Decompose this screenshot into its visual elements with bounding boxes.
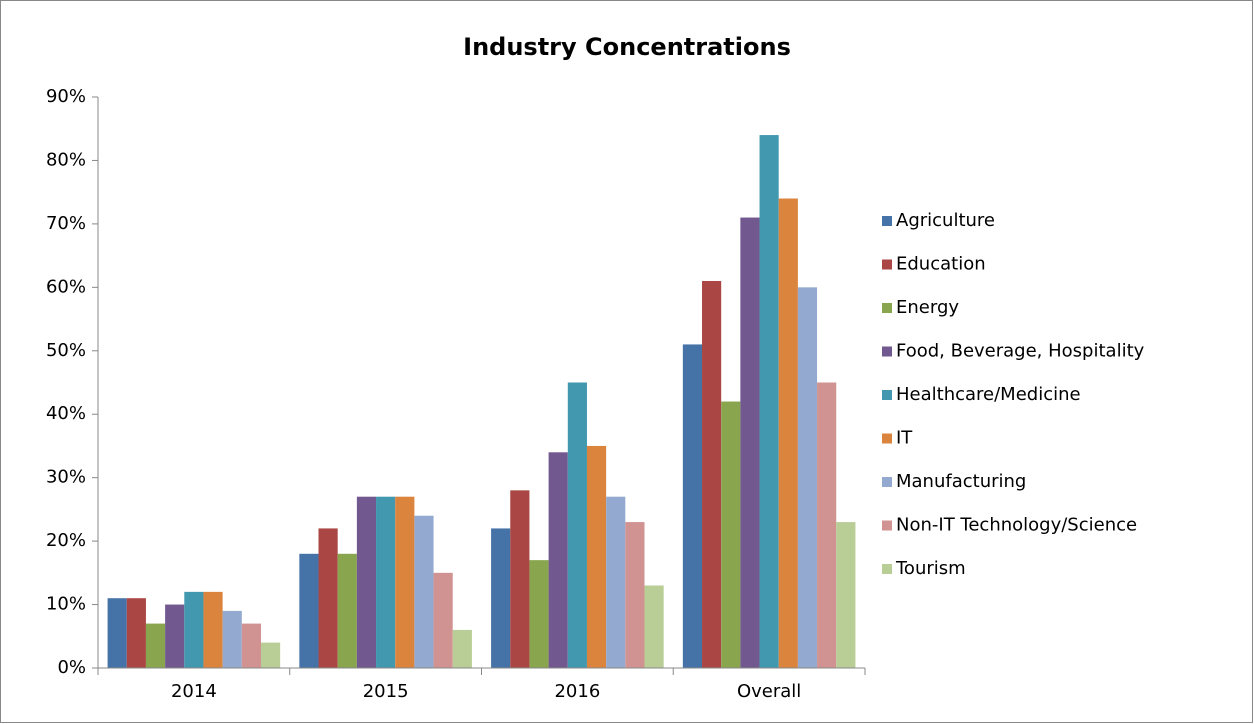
bar: [778, 198, 798, 668]
bar: [548, 452, 568, 668]
legend-swatch: [882, 346, 892, 357]
y-tick-label: 90%: [46, 86, 86, 107]
legend-label: Manufacturing: [896, 471, 1026, 492]
bar: [644, 585, 664, 668]
legend-swatch: [882, 433, 892, 444]
legend-swatch: [882, 520, 892, 531]
bar: [682, 344, 703, 668]
x-tick-label: 2015: [363, 681, 409, 702]
legend-swatch: [882, 216, 892, 226]
bar: [433, 572, 453, 668]
bar: [376, 496, 396, 668]
y-tick-label: 50%: [46, 340, 86, 361]
y-tick-label: 0%: [57, 657, 86, 678]
legend-label: Tourism: [895, 558, 966, 579]
legend-swatch: [882, 477, 892, 487]
bar: [586, 445, 607, 668]
bar: [145, 623, 166, 668]
legend-swatch: [882, 303, 892, 313]
bar: [510, 490, 530, 668]
bar: [817, 382, 837, 668]
bar: [126, 598, 146, 668]
legend-label: Healthcare/Medicine: [896, 384, 1081, 405]
bar: [625, 522, 645, 668]
y-tick-label: 70%: [46, 213, 86, 234]
bar: [452, 629, 472, 668]
bar: [797, 287, 818, 668]
bar: [318, 528, 338, 668]
x-tick-label: 2014: [171, 681, 217, 702]
y-tick-label: 40%: [46, 403, 86, 424]
y-tick-label: 10%: [46, 594, 86, 615]
x-tick-label: Overall: [737, 681, 801, 702]
x-tick-label: 2016: [554, 681, 600, 702]
legend-swatch: [882, 259, 892, 270]
legend-label: Non-IT Technology/Science: [896, 515, 1137, 536]
bar: [759, 135, 779, 669]
bar: [241, 623, 261, 668]
chart-title: Industry Concentrations: [463, 33, 791, 61]
bar: [740, 217, 760, 669]
bar: [203, 591, 223, 668]
legend-swatch: [882, 390, 892, 400]
bar: [337, 553, 357, 668]
bar: [184, 591, 204, 668]
bar: [299, 553, 319, 668]
legend-swatch: [882, 564, 892, 574]
legend-label: Energy: [896, 297, 959, 318]
y-tick-label: 20%: [46, 530, 86, 551]
bar: [222, 610, 242, 668]
bar: [836, 522, 856, 668]
legend-label: Food, Beverage, Hospitality: [896, 341, 1145, 362]
bar: [414, 515, 434, 668]
legend-label: Education: [896, 254, 986, 275]
bar: [491, 528, 511, 668]
bar: [395, 496, 415, 668]
bar: [567, 382, 587, 668]
bar: [606, 496, 626, 668]
legend-label: Agriculture: [896, 210, 995, 231]
y-tick-label: 30%: [46, 467, 86, 488]
bar: [165, 604, 185, 668]
bar: [529, 560, 549, 668]
bar: [356, 496, 377, 668]
bar: [260, 642, 281, 668]
y-tick-label: 80%: [46, 149, 86, 170]
legend-label: IT: [896, 428, 913, 449]
y-tick-label: 60%: [46, 276, 86, 297]
bar: [702, 280, 722, 668]
bar: [721, 401, 741, 668]
bar: [107, 598, 127, 668]
